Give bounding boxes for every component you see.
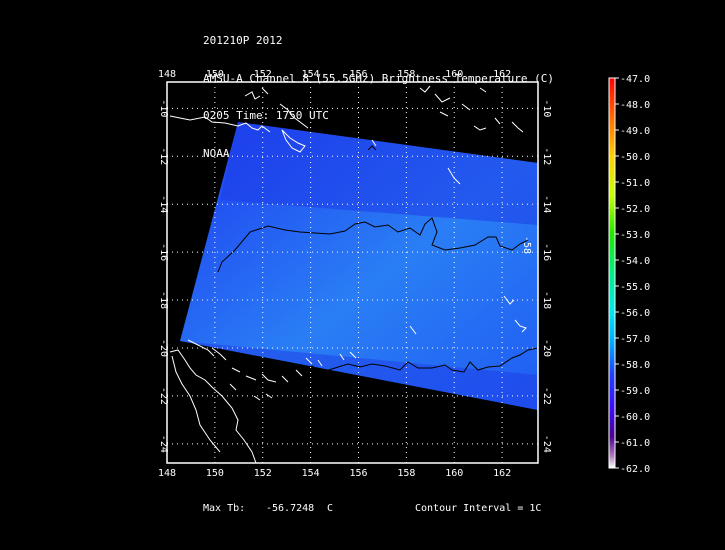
contour-line-top (367, 145, 377, 151)
colorbar-tick-label: -51.0 (620, 178, 650, 189)
lon-tick-label-top: 148 (158, 69, 176, 80)
contour-line-lower (297, 347, 538, 373)
lat-tick-label-left: -12 (158, 147, 169, 165)
max-tb-value: -56.7248 (266, 503, 315, 514)
lat-tick-label-right: -16 (541, 243, 552, 261)
colorbar-labels: -47.0 -48.0 -49.0 -50.0 -51.0 -52.0 -53.0 -54.0… (615, 74, 650, 475)
lat-tick-label-left: -14 (158, 195, 169, 213)
contour-interval: Contour Interval = 1C (415, 503, 542, 514)
coast-reef-a (229, 367, 289, 401)
colorbar-tick-label: -53.0 (620, 230, 650, 241)
colorbar-tick-label: -60.0 (620, 412, 650, 423)
coast-reef-b (265, 325, 417, 399)
header-date: 201210P 2012 (203, 34, 283, 47)
lat-tick-label-left: -22 (158, 387, 169, 405)
lon-tick-label-bottom: 148 (158, 468, 176, 479)
colorbar-tick-label: -61.0 (620, 438, 650, 449)
field-swath-dark-top (220, 122, 538, 225)
colorbar-tick-label: -50.0 (620, 152, 650, 163)
lat-tick-label-right: -22 (541, 387, 552, 405)
colorbar-tick-label: -59.0 (620, 386, 650, 397)
lon-tick-label-top: 162 (493, 69, 511, 80)
header-product: AMSU-A Channel 8 (55.5GHz) Brightness Te… (203, 71, 554, 85)
lat-tick-label-right: -20 (541, 339, 552, 357)
brightness-field (179, 122, 538, 410)
field-swath-dark-bottom (180, 341, 538, 410)
coast-australia (169, 349, 257, 463)
lat-tick-label-left: -16 (158, 243, 169, 261)
lon-tick-label-bottom: 160 (445, 468, 463, 479)
lon-tick-label-top: 158 (397, 69, 415, 80)
lat-tick-label-left: -10 (158, 99, 169, 117)
lat-tick-label-right: -18 (541, 291, 552, 309)
lat-tick-label-left: -20 (158, 339, 169, 357)
lon-tick-label-bottom: 152 (254, 468, 272, 479)
colorbar-tick-label: -58.0 (620, 360, 650, 371)
lon-tick-label-bottom: 162 (493, 468, 511, 479)
coast-islands-north (244, 87, 309, 129)
colorbar-tick-label: -49.0 (620, 126, 650, 137)
lat-labels-left: -10 -12 -14 -16 -18 -20 -22 -24 (158, 99, 169, 453)
colorbar-tick-label: -48.0 (620, 100, 650, 111)
contour-label: -58 (521, 236, 532, 254)
max-tb-unit: C (327, 503, 334, 514)
lon-tick-label-top: 160 (445, 69, 463, 80)
lon-tick-label-top: 152 (254, 69, 272, 80)
colorbar-tick-label: -62.0 (620, 464, 650, 475)
coast-new-britain (281, 129, 306, 153)
colorbar-tick-label: -47.0 (620, 74, 650, 85)
header-time: 0205 Time: 1750 UTC (203, 109, 329, 122)
lat-tick-label-left: -18 (158, 291, 169, 309)
lon-labels-top: 148 150 152 154 156 158 160 162 (158, 69, 511, 80)
lat-tick-label-right: -10 (541, 99, 552, 117)
colorbar-tick-label: -55.0 (620, 282, 650, 293)
colorbar-tick-label: -52.0 (620, 204, 650, 215)
colorbar (608, 77, 616, 469)
contour-line-upper (217, 217, 529, 273)
lat-labels-right: -10 -12 -14 -16 -18 -20 -22 -24 (541, 99, 552, 453)
coast-solomons (419, 85, 524, 133)
lon-tick-label-top: 154 (302, 69, 320, 80)
coast-new-guinea (169, 115, 271, 133)
colorbar-tick-label: -56.0 (620, 308, 650, 319)
colorbar-tick-label: -57.0 (620, 334, 650, 345)
lon-tick-label-top: 156 (349, 69, 367, 80)
lat-tick-label-right: -24 (541, 435, 552, 453)
map-frame (166, 81, 539, 464)
lon-tick-label-bottom: 158 (397, 468, 415, 479)
contour-line-left (179, 351, 215, 358)
lon-tick-label-bottom: 150 (206, 468, 224, 479)
lat-tick-label-right: -14 (541, 195, 552, 213)
lon-labels-bottom: 148 150 152 154 156 158 160 162 (158, 468, 511, 479)
colorbar-tick-label: -54.0 (620, 256, 650, 267)
lat-tick-label-right: -12 (541, 147, 552, 165)
lon-tick-label-top: 150 (206, 69, 224, 80)
lon-tick-label-bottom: 156 (349, 468, 367, 479)
lat-tick-label-left: -24 (158, 435, 169, 453)
max-tb-label: Max Tb: (203, 503, 246, 514)
lon-tick-label-bottom: 154 (302, 468, 320, 479)
